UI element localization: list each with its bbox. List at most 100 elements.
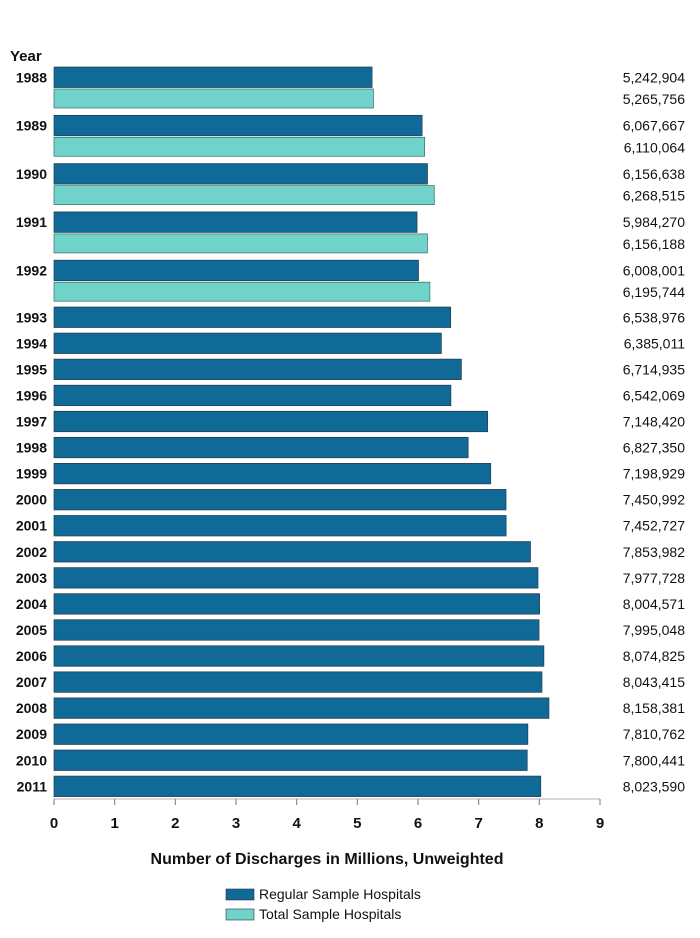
legend-label-total: Total Sample Hospitals — [259, 906, 401, 922]
x-tick-label: 1 — [110, 815, 118, 832]
bar-total-1989 — [53, 136, 426, 157]
bar-regular-2000 — [53, 489, 507, 511]
year-label: 1990 — [16, 166, 47, 182]
value-label-regular: 8,158,381 — [623, 700, 685, 716]
value-label-total: 6,156,188 — [623, 236, 685, 252]
value-label-regular: 7,853,982 — [623, 544, 685, 560]
y-axis-title: Year — [10, 48, 42, 65]
year-label: 2006 — [16, 648, 47, 664]
bar-regular-2008 — [53, 697, 550, 719]
value-label-regular: 6,156,638 — [623, 166, 685, 182]
value-label-regular: 6,827,350 — [623, 440, 685, 456]
value-label-regular: 8,074,825 — [623, 648, 685, 664]
year-label: 1995 — [16, 361, 47, 377]
legend-swatch-regular — [225, 888, 255, 901]
x-tick-label: 8 — [535, 815, 543, 832]
value-label-regular: 6,542,069 — [623, 387, 685, 403]
bar-regular-1999 — [53, 463, 492, 485]
bar-regular-1988 — [53, 66, 373, 88]
value-label-regular: 7,810,762 — [623, 726, 685, 742]
value-label-regular: 5,242,904 — [623, 69, 685, 85]
value-label-regular: 8,043,415 — [623, 674, 685, 690]
bar-total-1991 — [53, 233, 428, 254]
value-label-total: 5,265,756 — [623, 91, 685, 107]
value-label-regular: 7,800,441 — [623, 752, 685, 768]
year-label: 1993 — [16, 309, 47, 325]
value-label-regular: 7,995,048 — [623, 622, 685, 638]
x-tick-label: 7 — [474, 815, 482, 832]
bar-regular-2007 — [53, 671, 543, 693]
legend-swatch-total — [225, 908, 255, 921]
year-label: 2003 — [16, 570, 47, 586]
value-label-total: 6,195,744 — [623, 284, 685, 300]
x-tick-label: 3 — [232, 815, 240, 832]
x-tick-label: 5 — [353, 815, 361, 832]
bar-regular-2009 — [53, 723, 529, 745]
bar-regular-2011 — [53, 775, 542, 797]
value-label-regular: 8,023,590 — [623, 778, 685, 794]
bar-regular-2002 — [53, 541, 531, 563]
bar-regular-2010 — [53, 749, 528, 771]
bar-total-1990 — [53, 185, 435, 205]
x-tick-label: 4 — [292, 815, 301, 832]
year-label: 2004 — [16, 596, 47, 612]
year-label: 2001 — [16, 518, 47, 534]
year-label: 1999 — [16, 466, 47, 482]
year-label: 2010 — [16, 752, 47, 768]
value-label-regular: 6,385,011 — [624, 335, 685, 351]
x-tick-label: 0 — [50, 815, 58, 832]
value-label-regular: 5,984,270 — [623, 214, 685, 230]
value-label-regular: 6,067,667 — [623, 118, 685, 134]
year-label: 2008 — [16, 700, 47, 716]
year-label: 2007 — [16, 674, 47, 690]
year-label: 1991 — [16, 214, 47, 230]
year-label: 2011 — [17, 778, 48, 794]
value-label-regular: 7,198,929 — [623, 466, 685, 482]
legend: Regular Sample Hospitals Total Sample Ho… — [225, 886, 421, 922]
year-label: 1996 — [16, 387, 47, 403]
x-axis-title: Number of Discharges in Millions, Unweig… — [151, 851, 504, 868]
bar-regular-1989 — [53, 114, 423, 137]
year-label: 2002 — [16, 544, 47, 560]
bar-regular-2004 — [53, 593, 540, 615]
x-tick-label: 9 — [596, 815, 604, 832]
year-label: 1994 — [16, 335, 47, 351]
bar-regular-1997 — [53, 410, 489, 433]
x-tick-label: 2 — [171, 815, 179, 832]
year-label: 1989 — [16, 118, 47, 134]
x-tick-label: 6 — [414, 815, 422, 832]
bar-regular-2006 — [53, 645, 545, 667]
value-label-regular: 7,977,728 — [623, 570, 685, 586]
year-label: 1988 — [16, 69, 47, 85]
bar-regular-1990 — [53, 163, 428, 185]
value-label-regular: 7,452,727 — [623, 518, 685, 534]
bar-total-1992 — [53, 281, 431, 302]
year-label: 2000 — [16, 492, 47, 508]
bar-regular-1996 — [53, 384, 452, 407]
value-label-regular: 8,004,571 — [623, 596, 685, 612]
bar-regular-1994 — [53, 332, 442, 354]
year-label: 2009 — [16, 726, 47, 742]
bar-regular-2005 — [53, 619, 540, 641]
value-label-total: 6,268,515 — [623, 188, 685, 204]
value-label-total: 6,110,064 — [624, 139, 685, 155]
value-label-regular: 6,008,001 — [623, 262, 685, 278]
bar-regular-1993 — [53, 306, 452, 328]
bar-regular-1998 — [53, 436, 469, 459]
bar-regular-1995 — [53, 358, 462, 380]
year-label: 1992 — [16, 262, 47, 278]
bar-total-1988 — [53, 88, 374, 109]
value-label-regular: 6,714,935 — [623, 361, 685, 377]
year-label: 2005 — [16, 622, 47, 638]
year-label: 1998 — [16, 440, 47, 456]
year-label: 1997 — [16, 413, 47, 429]
bar-regular-2003 — [53, 567, 539, 589]
value-label-regular: 7,450,992 — [623, 492, 685, 508]
bar-regular-1992 — [53, 259, 419, 282]
bar-regular-1991 — [53, 211, 418, 233]
value-label-regular: 6,538,976 — [623, 309, 685, 325]
bar-regular-2001 — [53, 515, 507, 537]
legend-label-regular: Regular Sample Hospitals — [259, 886, 421, 902]
value-label-regular: 7,148,420 — [623, 413, 685, 429]
